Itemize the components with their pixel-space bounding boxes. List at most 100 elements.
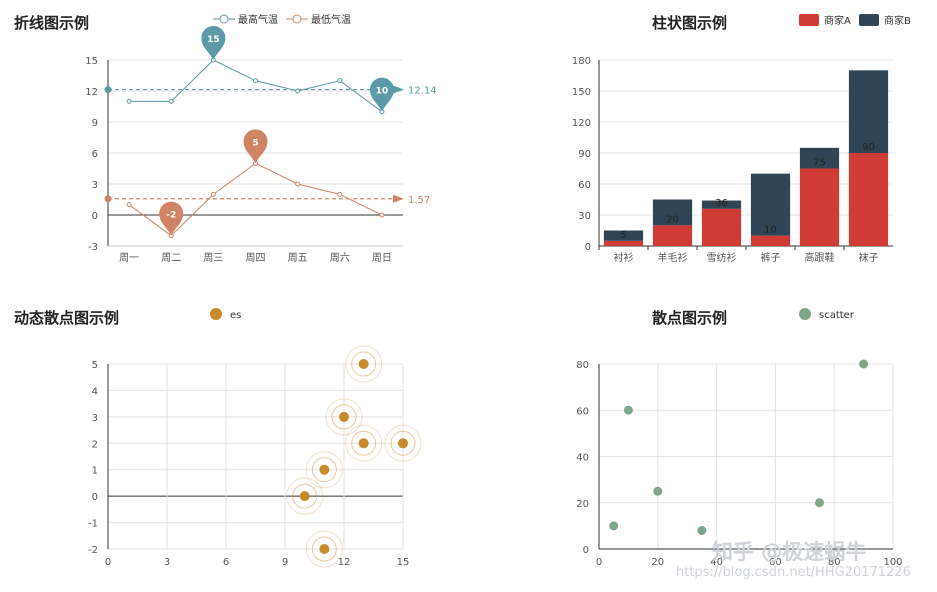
markpoint-pin [243, 129, 268, 164]
ripple-ring [292, 483, 318, 509]
data-point [337, 78, 343, 84]
scatter-point [299, 491, 310, 502]
x-tick-label: 裤子 [761, 251, 781, 264]
x-tick-label: 3 [164, 557, 170, 568]
markpoint-label: 5 [252, 138, 258, 148]
bar [750, 173, 791, 236]
y-tick-label: 4 [92, 386, 98, 397]
y-tick-label: 0 [585, 242, 591, 253]
markline-arrow [393, 85, 404, 94]
x-tick-label: 高跟鞋 [805, 251, 835, 264]
y-tick-label: 40 [576, 453, 589, 464]
x-tick-label: 15 [397, 557, 410, 568]
markpoint-pin [159, 201, 184, 236]
scatter-point [358, 438, 369, 449]
y-tick-label: -3 [88, 242, 98, 253]
scatter-point [319, 544, 330, 554]
bar [848, 70, 889, 153]
y-tick-label: 12 [85, 87, 98, 98]
ripple-ring [311, 536, 337, 562]
x-tick-label: 40 [710, 557, 723, 568]
data-label: 75 [813, 158, 826, 169]
x-tick-label: 羊毛衫 [658, 251, 688, 264]
scatter-point [358, 359, 369, 369]
legend-marker [799, 308, 811, 320]
bar [701, 200, 742, 209]
legend-marker [210, 308, 222, 320]
data-point [126, 98, 132, 104]
x-tick-label: 0 [596, 557, 602, 568]
y-tick-label: 120 [572, 118, 591, 129]
y-tick-label: 0 [92, 211, 98, 222]
scatter-point [339, 411, 349, 422]
data-point [253, 78, 258, 84]
data-point [295, 88, 301, 94]
x-tick-label: 0 [105, 557, 111, 568]
scatter-point [623, 405, 633, 415]
scatter-point [815, 498, 824, 508]
ripple-ring [345, 345, 383, 383]
y-tick-label: -1 [88, 519, 98, 530]
x-tick-label: 衬衫 [614, 251, 634, 264]
line-chart: -3 0 3 6 9 12 15 周一 周二 周三 周四 周五 周六 周日 12.14 15 10 1.57 5 -2… [85, 13, 437, 264]
y-tick-label: 3 [92, 180, 98, 191]
markline-label: 12.14 [408, 86, 437, 97]
x-tick-label: 袜子 [859, 251, 879, 264]
legend-marker [799, 14, 819, 26]
y-tick-label: 9 [92, 118, 98, 129]
y-tick-label: 60 [578, 180, 591, 191]
y-tick-label: 0 [92, 492, 98, 503]
markpoint-pin [201, 26, 226, 60]
bar [652, 199, 693, 226]
y-tick-label: 60 [576, 406, 589, 417]
bar [799, 147, 840, 169]
y-tick-label: 90 [578, 149, 591, 160]
watermark-url: https://blog.csdn.net/HHG20171226 [676, 565, 911, 580]
markpoint-pin [369, 77, 394, 112]
x-tick-label: 80 [828, 557, 841, 568]
x-tick-label: 9 [282, 557, 288, 568]
x-tick-label: 周四 [246, 252, 266, 264]
y-tick-label: 5 [92, 360, 98, 371]
bar [603, 240, 644, 246]
ripple-ring [351, 351, 377, 377]
effect-scatter-title: 动态散点图示例 [14, 309, 120, 327]
ripple-ring [351, 430, 377, 456]
y-tick-label: 15 [85, 56, 98, 67]
data-label: 10 [764, 225, 777, 236]
x-tick-label: 周二 [161, 252, 181, 264]
x-tick-label: 60 [769, 557, 782, 568]
x-tick-label: 周日 [372, 252, 392, 264]
ripple-ring [345, 424, 383, 462]
y-tick-label: 2 [92, 439, 98, 450]
legend-label: 最高气温 [238, 13, 278, 26]
markline-arrow [393, 194, 404, 203]
bar [799, 168, 840, 246]
data-point [337, 191, 343, 197]
data-point [168, 98, 174, 104]
bar [603, 230, 644, 241]
markline-start-dot [104, 195, 112, 203]
x-tick-label: 6 [223, 557, 229, 568]
x-tick-label: 100 [883, 557, 902, 568]
markpoint-label: -2 [166, 211, 176, 221]
data-point [126, 202, 132, 208]
legend-marker [219, 14, 229, 24]
x-tick-label: 20 [651, 557, 664, 568]
legend-label: scatter [819, 310, 855, 321]
scatter-point [859, 359, 869, 369]
legend-label: es [230, 310, 241, 321]
data-label: 90 [862, 142, 875, 153]
y-tick-label: 3 [92, 413, 98, 424]
x-tick-label: 周一 [119, 252, 139, 264]
markpoint-label: 10 [376, 87, 389, 97]
legend-marker [292, 14, 302, 24]
y-tick-label: 1 [92, 466, 98, 477]
ripple-ring [311, 457, 337, 483]
bar [848, 153, 889, 246]
y-tick-label: 30 [578, 211, 591, 222]
x-tick-label: 周五 [288, 252, 308, 264]
line-chart-title: 折线图示例 [14, 14, 90, 32]
